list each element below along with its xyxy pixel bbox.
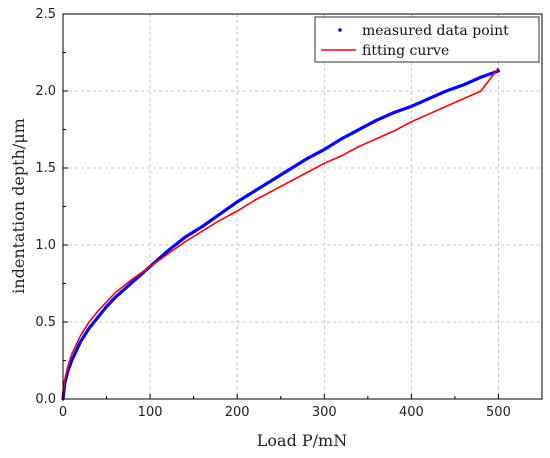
legend: measured data point fitting curve	[314, 16, 540, 63]
legend-marker-measured	[338, 28, 342, 32]
series-fitting-curve	[62, 67, 500, 400]
tick-labels: 0 100 200 300 400 500 0.0 0.5 1.0 1.5 2.0 2.5	[35, 7, 511, 420]
x-tick-label: 0	[59, 405, 67, 420]
axis-ticks	[62, 13, 499, 400]
y-tick-label: 0.0	[35, 392, 56, 407]
y-tick-label: 1.0	[35, 238, 56, 253]
x-tick-label: 300	[312, 405, 337, 420]
grid-lines	[63, 14, 542, 399]
y-tick-label: 0.5	[35, 315, 56, 330]
series-measured-data-point	[61, 69, 501, 401]
series-layer	[61, 67, 501, 401]
y-tick-label: 2.5	[35, 7, 56, 22]
legend-label-measured: measured data point	[362, 23, 509, 39]
x-tick-label: 100	[138, 405, 163, 420]
y-tick-label: 1.5	[35, 161, 56, 176]
x-tick-label: 400	[399, 405, 424, 420]
legend-box	[314, 16, 540, 63]
legend-label-fitting: fitting curve	[362, 43, 449, 59]
x-tick-label: 500	[486, 405, 511, 420]
plot-frame	[62, 13, 543, 400]
x-axis-label: Load P/mN	[257, 431, 347, 450]
x-tick-label: 200	[225, 405, 250, 420]
y-axis-label: indentation depth/μm	[9, 118, 28, 294]
y-tick-label: 2.0	[35, 84, 56, 99]
